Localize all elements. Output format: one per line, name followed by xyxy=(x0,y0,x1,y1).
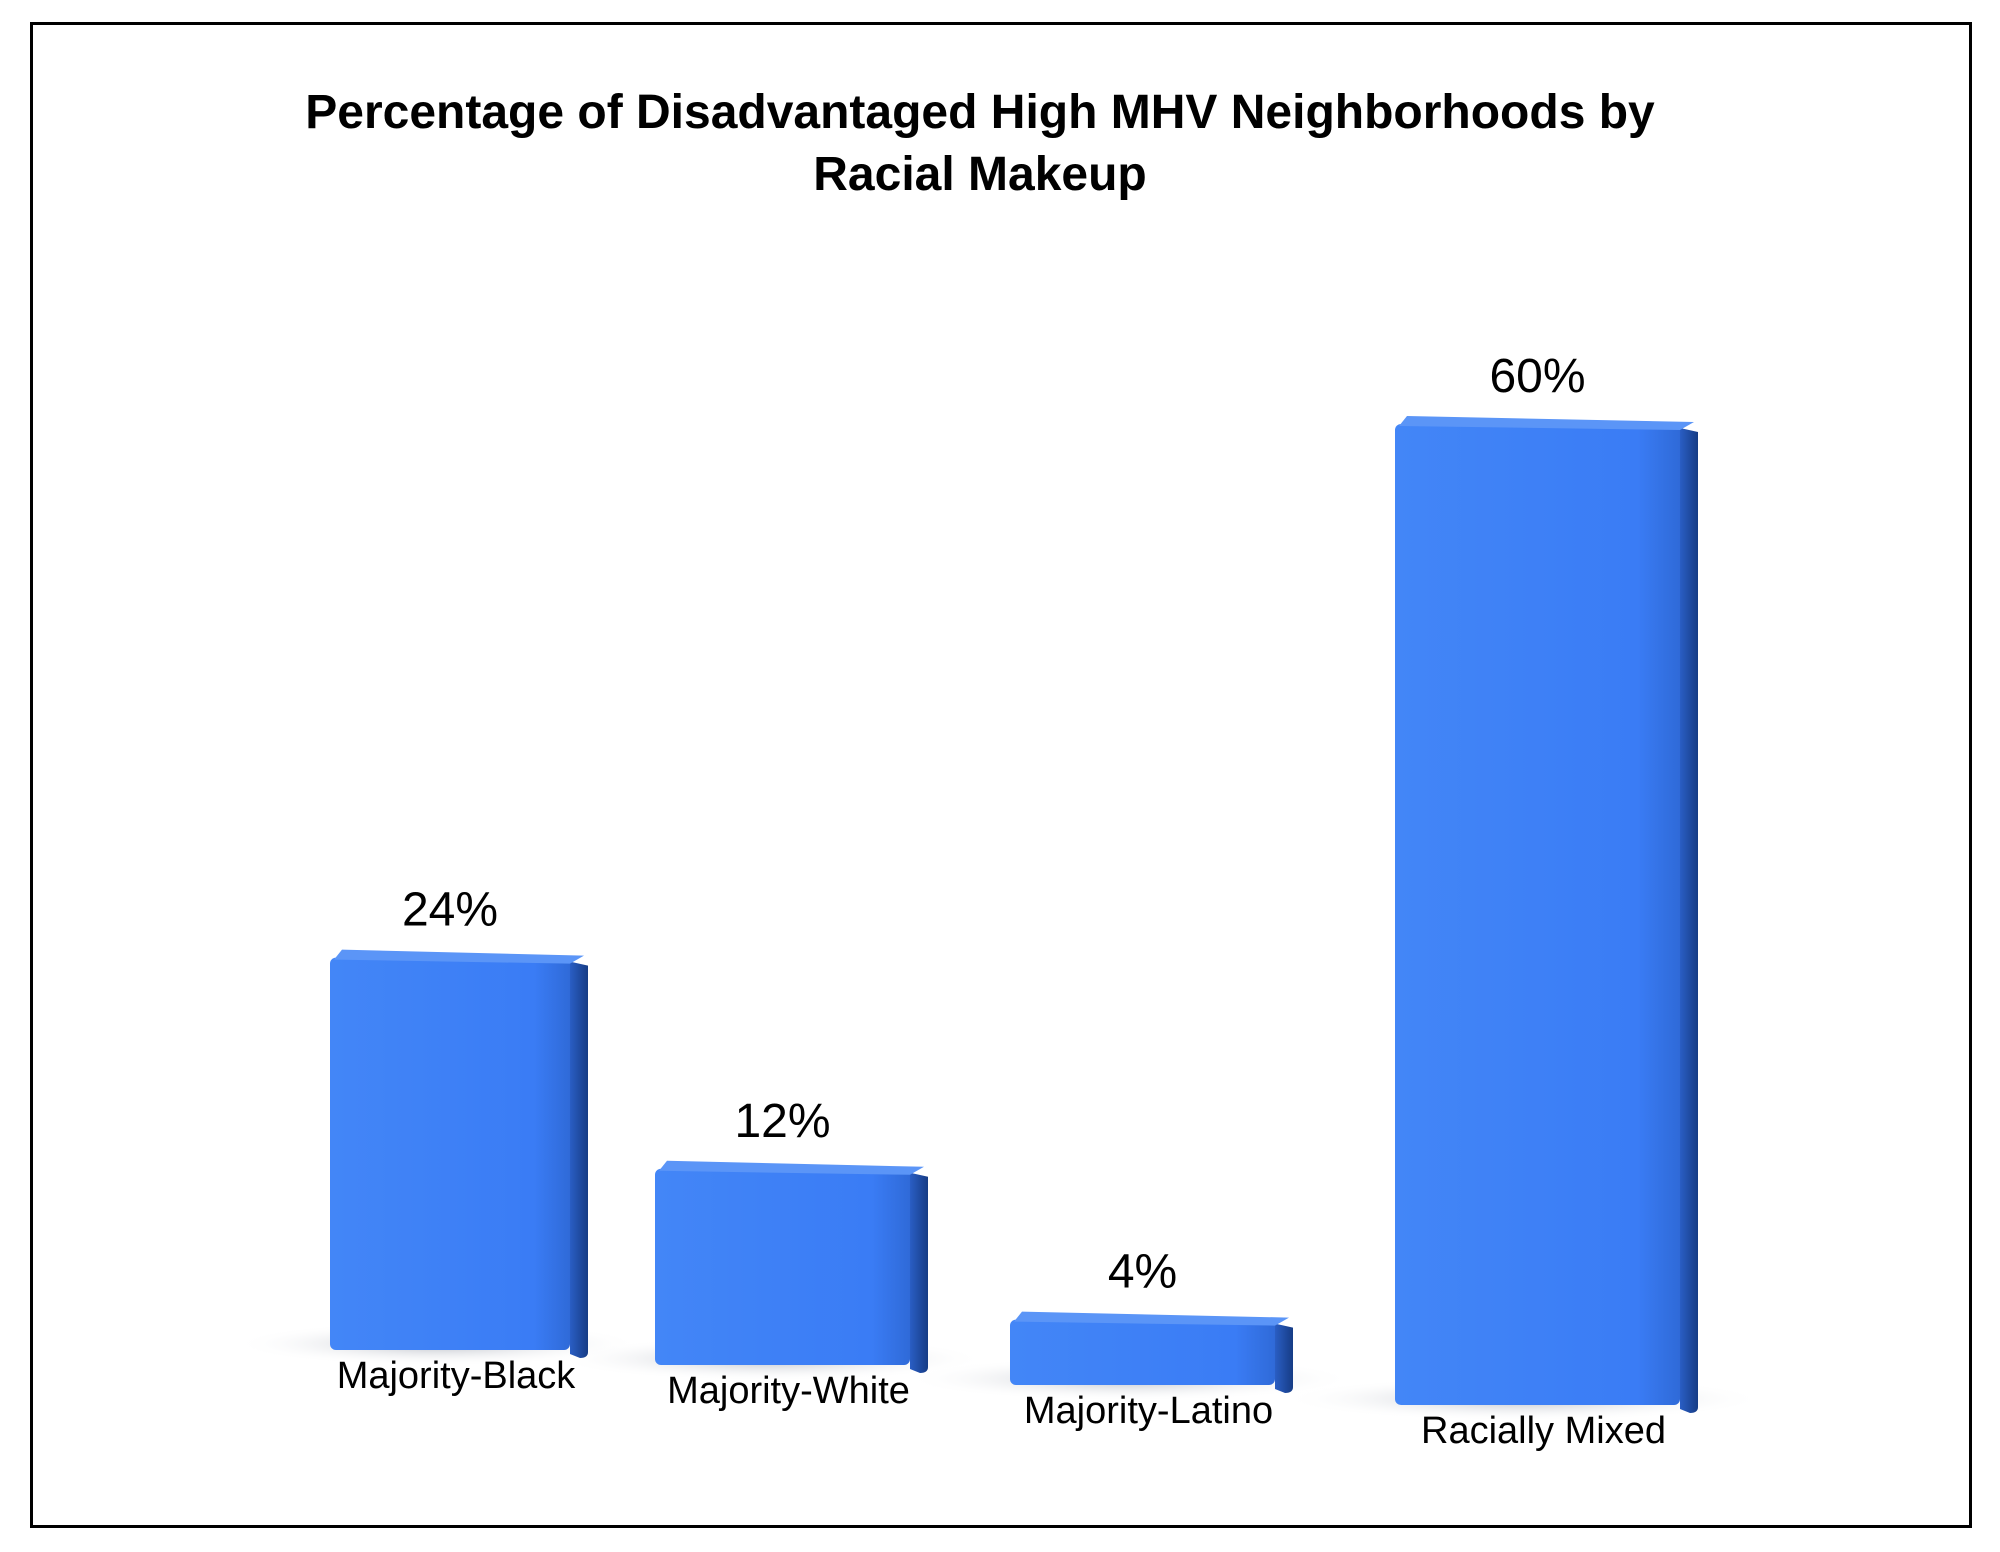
chart-title: Percentage of Disadvantaged High MHV Nei… xyxy=(305,86,1655,201)
bar-majority-latino xyxy=(1010,1311,1293,1393)
bar-side-majority-white xyxy=(910,1172,928,1373)
category-label-racially-mixed: Racially Mixed xyxy=(1421,1410,1666,1452)
bar-front-majority-black xyxy=(330,957,570,1350)
value-label-majority-white: 12% xyxy=(734,1095,830,1148)
category-labels-group: Majority-Black Majority-White Majority-Lat… xyxy=(337,1355,1666,1452)
bars-group xyxy=(330,416,1698,1413)
bar-top-majority-latino xyxy=(1014,1311,1289,1326)
bar-top-majority-white xyxy=(659,1160,924,1175)
bar-majority-white xyxy=(655,1160,928,1373)
bar-majority-black xyxy=(330,949,588,1358)
bar-front-majority-latino xyxy=(1010,1319,1275,1385)
bar-side-majority-black xyxy=(570,961,588,1358)
value-label-majority-black: 24% xyxy=(402,884,498,937)
bar-side-racially-mixed xyxy=(1680,428,1698,1413)
chart-title-line-2: Racial Makeup xyxy=(813,148,1146,201)
value-label-racially-mixed: 60% xyxy=(1489,350,1585,403)
value-label-majority-latino: 4% xyxy=(1108,1246,1177,1299)
bar-racially-mixed xyxy=(1395,416,1698,1413)
category-label-majority-latino: Majority-Latino xyxy=(1024,1390,1273,1432)
category-label-majority-black: Majority-Black xyxy=(337,1355,577,1397)
bar-top-racially-mixed xyxy=(1399,416,1694,430)
bar-front-majority-white xyxy=(655,1168,910,1365)
category-label-majority-white: Majority-White xyxy=(667,1370,910,1412)
value-labels-group: 24% 12% 4% 60% xyxy=(402,350,1586,1299)
bar-top-majority-black xyxy=(334,949,584,964)
bar-front-racially-mixed xyxy=(1395,424,1680,1405)
chart-title-line-1: Percentage of Disadvantaged High MHV Nei… xyxy=(305,86,1655,139)
bar-side-majority-latino xyxy=(1275,1323,1293,1393)
